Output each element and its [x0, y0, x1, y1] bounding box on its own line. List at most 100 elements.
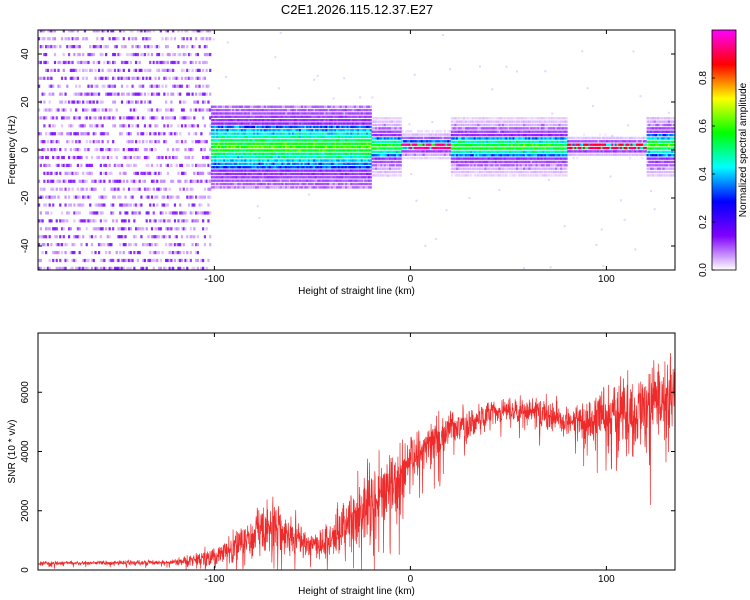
spectrogram-cell	[281, 162, 284, 166]
spectrogram-cell	[399, 154, 402, 157]
spectrogram-cell	[194, 52, 198, 57]
spectrogram-cell	[307, 179, 311, 182]
spectrogram-cell	[150, 179, 154, 183]
spectrogram-cell	[302, 119, 305, 122]
spectrogram-cell	[210, 172, 214, 176]
spectrogram-cell	[306, 105, 309, 108]
spectrogram-cell	[355, 115, 358, 119]
spectrogram-cell	[87, 52, 90, 57]
spectrogram-cell	[57, 243, 60, 247]
spectrogram-cell	[479, 157, 482, 160]
spectrogram-cell	[92, 227, 95, 231]
spectrogram-cell	[92, 258, 95, 263]
spectrogram-cell	[450, 140, 453, 143]
spectrogram-cell	[180, 258, 184, 263]
spectrogram-cell	[244, 169, 247, 172]
spectrogram-cell	[233, 135, 237, 139]
spectrogram-cell	[276, 155, 279, 158]
spectrogram-cell	[300, 149, 304, 152]
spectrogram-cell	[371, 120, 374, 123]
spectrogram-cell	[306, 129, 309, 132]
spectrogram-cell	[172, 92, 175, 96]
spectrogram-cell	[318, 159, 321, 162]
spectrogram-cell	[198, 60, 201, 65]
spectrogram-cell	[279, 179, 282, 182]
spectrogram-cell	[152, 258, 155, 263]
spectrogram-cell	[78, 92, 81, 96]
spectrogram-cell	[493, 167, 496, 170]
spectrogram-cell	[87, 266, 90, 270]
spectrogram-cell	[272, 132, 275, 135]
spectrogram-cell	[96, 148, 99, 152]
spectrogram-cell	[75, 266, 78, 270]
spectrogram-cell	[385, 147, 388, 150]
spectrogram-cell	[73, 258, 76, 263]
spectrogram-cell	[233, 149, 237, 152]
spectrogram-cell	[38, 219, 41, 223]
spectrogram-cell	[364, 108, 367, 112]
spectrogram-cell	[431, 136, 434, 140]
spectrogram-cell	[348, 125, 351, 129]
spectrogram-cell	[316, 145, 319, 149]
spectrogram-cell	[223, 108, 226, 112]
spectrogram-cell	[427, 130, 431, 133]
spectrogram-cell	[318, 142, 321, 145]
spectrogram-cell	[251, 159, 254, 162]
spectrogram-cell	[449, 153, 452, 156]
spectrogram-cell	[484, 164, 487, 167]
spectrogram-cell	[293, 145, 296, 149]
spectrogram-cell	[196, 124, 199, 128]
spectrogram-cell	[281, 152, 284, 155]
spectrogram-cell	[242, 105, 245, 108]
spectrogram-cell	[75, 195, 78, 199]
spectrogram-cell	[217, 179, 221, 182]
spectrogram-cell	[254, 105, 258, 108]
spectrogram-cell	[59, 84, 62, 88]
spectrogram-cell	[325, 152, 328, 155]
spectrogram-cell	[247, 105, 251, 108]
spectrogram-cell	[73, 100, 76, 104]
spectrogram-cell	[112, 116, 115, 120]
spectrogram-cell	[60, 187, 64, 191]
spectrogram-cell	[83, 179, 87, 183]
spectrogram-cell	[194, 211, 198, 215]
spectrogram-cell	[110, 243, 113, 247]
spectrogram-cell	[286, 149, 289, 152]
spectrogram-cell	[253, 169, 256, 172]
spectrogram-cell	[258, 112, 261, 115]
spectrogram-cell	[329, 112, 332, 115]
spectrogram-cell	[383, 133, 386, 137]
spectrogram-cell	[217, 112, 221, 115]
spectrogram-cell	[461, 150, 464, 154]
spectrogram-cell	[85, 219, 88, 223]
spectrogram-cell	[323, 132, 326, 135]
spectrogram-cell	[177, 227, 180, 231]
spectrogram-cell	[221, 155, 224, 159]
spectrogram-cell	[138, 140, 141, 144]
spectrogram-cell	[396, 150, 399, 154]
spectrogram-cell	[214, 105, 217, 108]
spectrogram-cell	[184, 140, 187, 144]
spectrogram-cell	[210, 155, 214, 159]
spectrogram-cell	[217, 105, 221, 108]
spectrogram-cell	[254, 115, 258, 119]
spectrogram-cell	[253, 129, 256, 132]
spectrogram-cell	[154, 140, 157, 144]
spectrogram-cell	[39, 76, 42, 80]
spectrogram-cell	[163, 195, 166, 199]
spectrogram-cell	[323, 108, 326, 112]
spectrogram-cell	[265, 162, 268, 166]
spectrogram-cell	[269, 135, 272, 139]
spectrogram-cell	[309, 108, 312, 112]
spectrogram-cell	[306, 135, 309, 139]
spectrogram-cell	[232, 186, 235, 189]
spectrogram-cell	[251, 122, 254, 125]
spectrogram-cell	[477, 164, 480, 167]
spectrogram-cell	[175, 235, 178, 239]
spectrogram-cell	[96, 45, 99, 49]
spectrogram-cell	[486, 147, 489, 150]
spectrogram-cell	[281, 159, 284, 162]
spectrogram-cell	[447, 143, 450, 146]
spectrogram-cell	[366, 176, 369, 179]
spectrogram-cell	[214, 129, 217, 132]
